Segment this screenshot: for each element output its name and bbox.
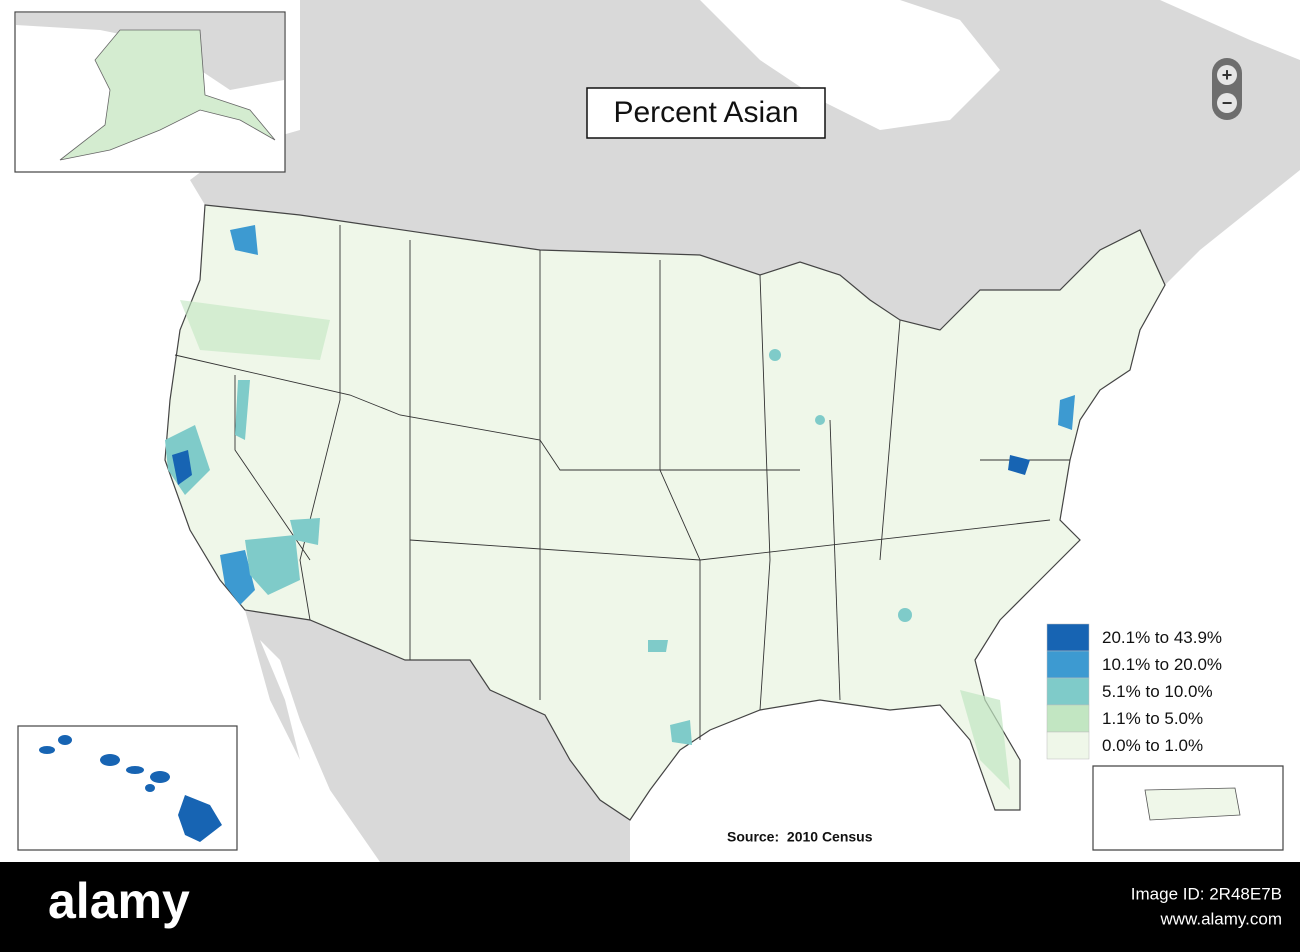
legend-swatch xyxy=(1046,650,1090,679)
source-note: Source: 2010 Census xyxy=(727,829,873,845)
legend-label: 5.1% to 10.0% xyxy=(1102,682,1213,701)
puerto-rico-inset xyxy=(1092,765,1284,851)
mexico-land xyxy=(245,610,630,862)
watermark-url: www.alamy.com xyxy=(1159,909,1282,928)
legend-swatch xyxy=(1046,677,1090,706)
puerto-rico xyxy=(1144,787,1241,821)
legend-label: 20.1% to 43.9% xyxy=(1102,628,1222,647)
canada-land xyxy=(190,0,1300,330)
zoom-in-button[interactable] xyxy=(1217,65,1237,85)
alaska-inset-land xyxy=(16,13,284,90)
state-borders xyxy=(174,225,1070,740)
legend-label: 0.0% to 1.0% xyxy=(1102,736,1203,755)
map-title: Percent Asian xyxy=(613,96,798,129)
legend-label: 10.1% to 20.0% xyxy=(1102,655,1222,674)
arctic-water xyxy=(1160,0,1300,60)
legend-swatch xyxy=(1046,731,1090,760)
zoom-out-label[interactable]: − xyxy=(1222,93,1233,113)
contiguous-us xyxy=(164,204,1166,821)
legend-label: 1.1% to 5.0% xyxy=(1102,709,1203,728)
watermark-bar xyxy=(0,862,1300,952)
legend-swatch xyxy=(1046,623,1090,652)
legend: 20.1% to 43.9% 10.1% to 20.0% 5.1% to 10.0… xyxy=(1045,622,1245,761)
legend-swatch xyxy=(1046,704,1090,733)
hudson-bay xyxy=(700,0,1000,130)
watermark-brand: alamy xyxy=(48,873,190,929)
alaska xyxy=(59,29,276,161)
zoom-in-label[interactable]: + xyxy=(1222,65,1233,85)
watermark-image-id: Image ID: 2R48E7B xyxy=(1131,884,1282,903)
zoom-out-button[interactable] xyxy=(1217,93,1237,113)
county-highlights xyxy=(165,225,1075,790)
title-box xyxy=(586,87,826,139)
hawaii xyxy=(39,735,222,842)
